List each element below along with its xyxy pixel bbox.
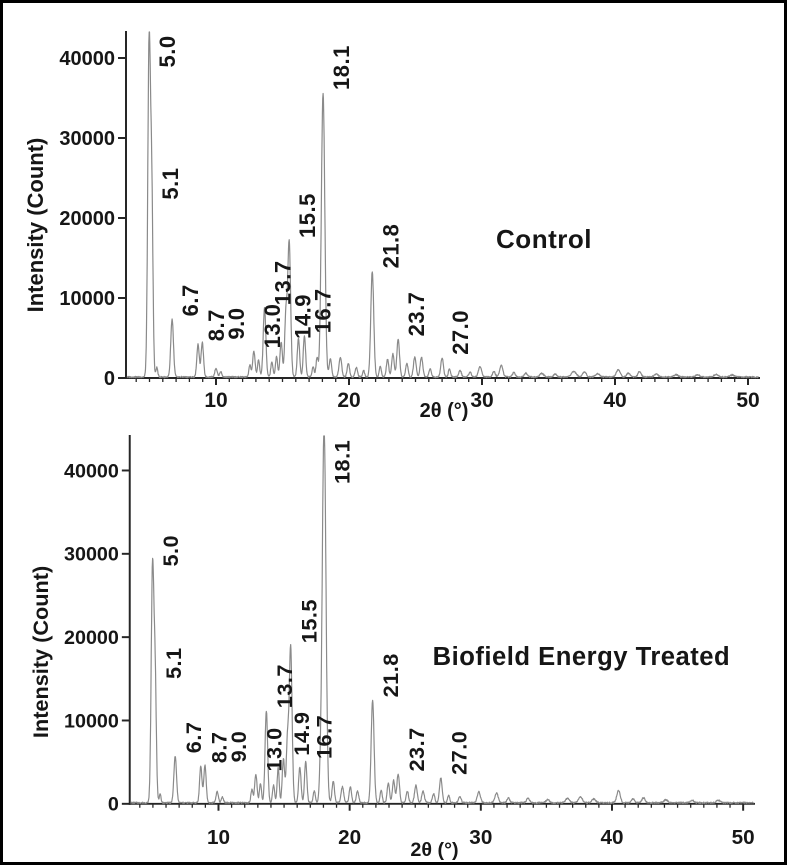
- peak-annotation: 13.0: [260, 304, 285, 349]
- peak-annotation: 16.7: [311, 288, 336, 333]
- peak-annotation: 13.0: [262, 727, 287, 771]
- peak-annotation: 14.9: [291, 294, 316, 339]
- peak-annotation: 5.1: [161, 647, 186, 679]
- sample-label: Control: [496, 224, 592, 254]
- diffraction-trace: [126, 31, 759, 379]
- peak-annotation: 5.0: [155, 35, 180, 67]
- x-tick-label: 50: [736, 389, 759, 412]
- control-chart-panel: 10 20 30 40 50 0 10000 20000 30000 40000 Intensity…: [3, 3, 784, 433]
- peak-annotation: 15.5: [296, 599, 321, 643]
- x-tick-label: 50: [732, 826, 755, 849]
- peak-annotation: 5.1: [158, 168, 183, 200]
- y-tick-label: 30000: [64, 544, 119, 566]
- peak-annotation: 14.9: [289, 712, 314, 756]
- treated-chart-panel: 10 20 30 40 50 0 10000 20000 30000 40000 Intensity…: [3, 433, 784, 862]
- control-xrd-plot: 10 20 30 40 50 0 10000 20000 30000 40000 Intensity…: [23, 31, 760, 422]
- y-axis-title: Intensity (Count): [23, 138, 48, 313]
- peak-annotation: 13.7: [271, 260, 296, 305]
- y-tick-label: 20000: [64, 627, 119, 649]
- y-axis-title: Intensity (Count): [28, 566, 53, 738]
- y-tick-label: 0: [108, 794, 119, 816]
- peak-annotation: 23.7: [404, 292, 429, 337]
- peak-annotation: 9.0: [224, 308, 249, 340]
- peak-annotation: 23.7: [404, 727, 429, 771]
- peak-annotation: 6.7: [178, 284, 203, 316]
- x-tick-label: 10: [204, 389, 227, 412]
- sample-label: Biofield Energy Treated: [433, 643, 731, 671]
- y-tick-label: 40000: [64, 460, 119, 482]
- peak-annotation: 21.8: [378, 653, 403, 697]
- x-tick-label: 30: [470, 389, 493, 412]
- peak-annotation: 8.7: [206, 732, 231, 764]
- x-tick-label: 40: [600, 826, 623, 849]
- x-axis-title: 2θ (°): [420, 400, 469, 422]
- peak-annotation: 18.1: [330, 440, 355, 484]
- x-tick-label: 20: [338, 826, 361, 849]
- y-tick-label: 30000: [59, 128, 115, 150]
- peak-annotation: 18.1: [329, 45, 354, 90]
- y-tick-label: 10000: [64, 710, 119, 732]
- x-tick-label: 30: [469, 826, 492, 849]
- peak-annotation: 27.0: [448, 310, 473, 355]
- peak-annotation: 9.0: [226, 731, 251, 763]
- peak-annotation: 5.0: [158, 535, 183, 567]
- x-tick-label: 10: [207, 826, 230, 849]
- peak-annotation: 16.7: [311, 715, 336, 759]
- y-tick-label: 40000: [59, 48, 115, 70]
- y-tick-label: 10000: [59, 288, 115, 310]
- peak-annotation: 6.7: [181, 722, 206, 754]
- peak-annotation: 15.5: [295, 193, 320, 238]
- peak-annotation: 21.8: [378, 224, 403, 269]
- treated-xrd-plot: 10 20 30 40 50 0 10000 20000 30000 40000 Intensity…: [28, 434, 755, 861]
- y-tick-label: 0: [104, 368, 115, 390]
- x-tick-label: 40: [603, 389, 626, 412]
- x-tick-label: 20: [337, 389, 360, 412]
- peak-annotation: 13.7: [272, 664, 297, 708]
- y-tick-label: 20000: [59, 208, 115, 230]
- diffraction-trace: [130, 435, 755, 805]
- peak-annotation: 27.0: [446, 731, 471, 775]
- peak-annotation: 8.7: [204, 309, 229, 341]
- x-axis-title: 2θ (°): [410, 839, 458, 861]
